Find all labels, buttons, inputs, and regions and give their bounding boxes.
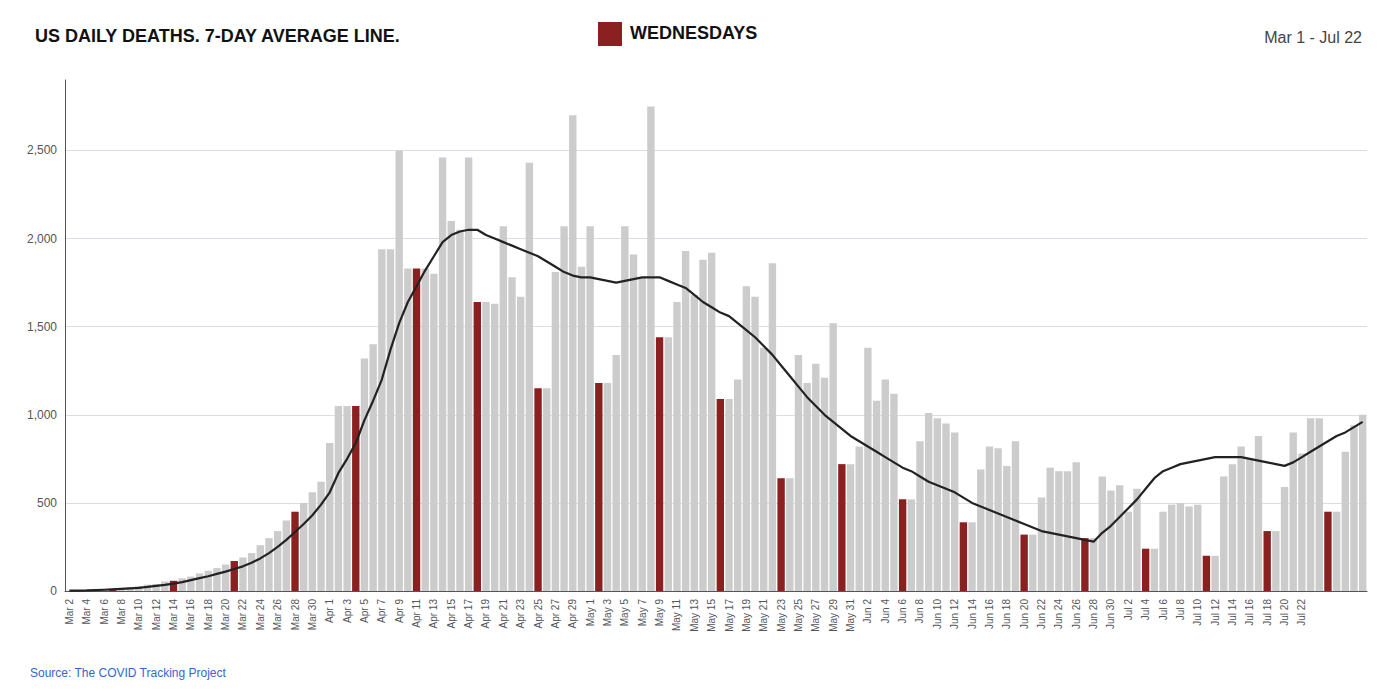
svg-text:1,500: 1,500 bbox=[27, 320, 57, 334]
svg-text:Jun 2: Jun 2 bbox=[862, 599, 873, 624]
svg-text:Mar 4: Mar 4 bbox=[81, 599, 92, 625]
svg-text:May 9: May 9 bbox=[654, 599, 665, 627]
svg-text:Mar 28: Mar 28 bbox=[290, 599, 301, 631]
svg-text:Apr 3: Apr 3 bbox=[342, 599, 353, 623]
svg-text:Apr 15: Apr 15 bbox=[446, 599, 457, 629]
svg-text:Jul 18: Jul 18 bbox=[1262, 599, 1273, 626]
svg-text:Apr 27: Apr 27 bbox=[550, 599, 561, 629]
svg-text:Jun 12: Jun 12 bbox=[949, 599, 960, 629]
svg-text:Mar 30: Mar 30 bbox=[307, 599, 318, 631]
svg-text:Mar 26: Mar 26 bbox=[272, 599, 283, 631]
svg-text:Mar 1 - Jul 22: Mar 1 - Jul 22 bbox=[1264, 29, 1362, 46]
svg-text:May 27: May 27 bbox=[810, 599, 821, 632]
svg-text:Jul 6: Jul 6 bbox=[1158, 599, 1169, 621]
svg-text:Mar 6: Mar 6 bbox=[99, 599, 110, 625]
svg-text:May 23: May 23 bbox=[776, 599, 787, 632]
svg-text:Jul 12: Jul 12 bbox=[1210, 599, 1221, 626]
svg-text:May 31: May 31 bbox=[845, 599, 856, 632]
svg-text:Jul 22: Jul 22 bbox=[1296, 599, 1307, 626]
svg-text:Mar 12: Mar 12 bbox=[151, 599, 162, 631]
svg-text:Jun 28: Jun 28 bbox=[1088, 599, 1099, 629]
svg-text:Jun 10: Jun 10 bbox=[932, 599, 943, 629]
svg-text:WEDNESDAYS: WEDNESDAYS bbox=[630, 23, 757, 43]
svg-text:Apr 19: Apr 19 bbox=[480, 599, 491, 629]
svg-text:0: 0 bbox=[50, 584, 57, 598]
svg-text:May 15: May 15 bbox=[706, 599, 717, 632]
svg-text:Jun 4: Jun 4 bbox=[880, 599, 891, 624]
svg-text:May 17: May 17 bbox=[724, 599, 735, 632]
svg-text:Jul 20: Jul 20 bbox=[1279, 599, 1290, 626]
svg-text:May 13: May 13 bbox=[689, 599, 700, 632]
svg-text:Source: The COVID Tracking Pro: Source: The COVID Tracking Project bbox=[30, 666, 227, 680]
svg-text:May 29: May 29 bbox=[828, 599, 839, 632]
svg-text:Mar 10: Mar 10 bbox=[133, 599, 144, 631]
svg-text:Jun 6: Jun 6 bbox=[897, 599, 908, 624]
svg-text:Jul 10: Jul 10 bbox=[1192, 599, 1203, 626]
svg-text:Apr 1: Apr 1 bbox=[324, 599, 335, 623]
svg-text:2,000: 2,000 bbox=[27, 232, 57, 246]
svg-text:Jul 14: Jul 14 bbox=[1227, 599, 1238, 626]
svg-text:Apr 25: Apr 25 bbox=[533, 599, 544, 629]
svg-text:Apr 13: Apr 13 bbox=[428, 599, 439, 629]
svg-text:Jun 24: Jun 24 bbox=[1053, 599, 1064, 629]
svg-text:May 7: May 7 bbox=[637, 599, 648, 627]
svg-text:Apr 11: Apr 11 bbox=[411, 599, 422, 628]
svg-text:2,500: 2,500 bbox=[27, 143, 57, 157]
svg-text:Apr 17: Apr 17 bbox=[463, 599, 474, 629]
svg-text:Mar 20: Mar 20 bbox=[220, 599, 231, 631]
svg-text:Jun 20: Jun 20 bbox=[1019, 599, 1030, 629]
svg-text:Jun 8: Jun 8 bbox=[914, 599, 925, 624]
svg-text:Mar 22: Mar 22 bbox=[237, 599, 248, 631]
svg-text:Mar 8: Mar 8 bbox=[116, 599, 127, 625]
svg-text:May 11: May 11 bbox=[671, 599, 682, 631]
svg-text:May 19: May 19 bbox=[741, 599, 752, 632]
svg-text:Mar 16: Mar 16 bbox=[185, 599, 196, 631]
svg-text:Jul 2: Jul 2 bbox=[1123, 599, 1134, 621]
svg-text:Jun 14: Jun 14 bbox=[967, 599, 978, 629]
svg-text:Mar 2: Mar 2 bbox=[64, 599, 75, 625]
svg-text:Mar 24: Mar 24 bbox=[255, 599, 266, 631]
svg-text:Apr 29: Apr 29 bbox=[567, 599, 578, 629]
svg-text:Jun 30: Jun 30 bbox=[1105, 599, 1116, 629]
svg-text:Apr 5: Apr 5 bbox=[359, 599, 370, 623]
svg-text:Jul 8: Jul 8 bbox=[1175, 599, 1186, 621]
svg-text:Jun 26: Jun 26 bbox=[1071, 599, 1082, 629]
svg-text:Jun 16: Jun 16 bbox=[984, 599, 995, 629]
svg-text:Jun 18: Jun 18 bbox=[1001, 599, 1012, 629]
svg-text:Mar 18: Mar 18 bbox=[203, 599, 214, 631]
svg-text:500: 500 bbox=[37, 496, 57, 510]
svg-text:Apr 7: Apr 7 bbox=[376, 599, 387, 623]
svg-text:Mar 14: Mar 14 bbox=[168, 599, 179, 631]
svg-text:May 5: May 5 bbox=[619, 599, 630, 627]
svg-text:May 3: May 3 bbox=[602, 599, 613, 627]
svg-text:US DAILY DEATHS. 7-DAY AVERAGE: US DAILY DEATHS. 7-DAY AVERAGE LINE. bbox=[35, 26, 400, 46]
svg-text:Apr 9: Apr 9 bbox=[394, 599, 405, 623]
svg-text:1,000: 1,000 bbox=[27, 408, 57, 422]
svg-text:Apr 23: Apr 23 bbox=[515, 599, 526, 629]
svg-text:May 21: May 21 bbox=[758, 599, 769, 632]
svg-text:May 1: May 1 bbox=[585, 599, 596, 627]
svg-text:Jun 22: Jun 22 bbox=[1036, 599, 1047, 629]
svg-text:Jul 4: Jul 4 bbox=[1140, 599, 1151, 621]
svg-text:Jul 16: Jul 16 bbox=[1244, 599, 1255, 626]
svg-text:May 25: May 25 bbox=[793, 599, 804, 632]
svg-text:Apr 21: Apr 21 bbox=[498, 599, 509, 629]
